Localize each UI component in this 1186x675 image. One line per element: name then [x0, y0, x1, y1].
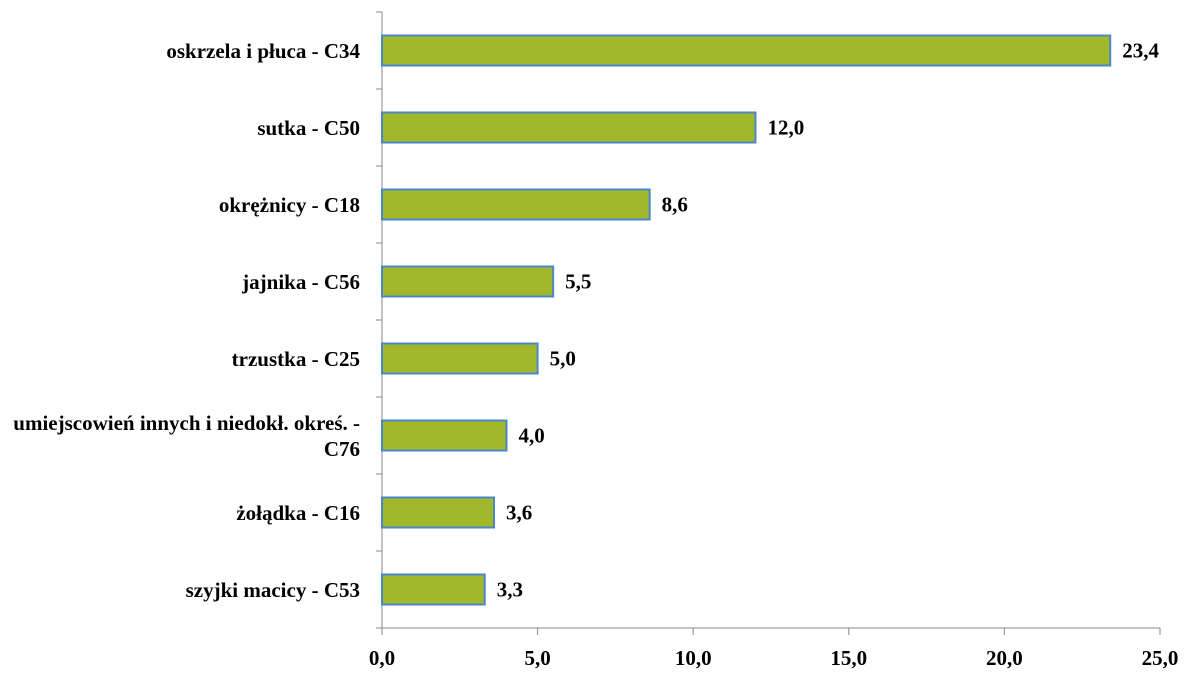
x-tick-label: 0,0: [369, 646, 395, 670]
x-tick-label: 20,0: [986, 646, 1023, 670]
x-tick-label: 15,0: [830, 646, 867, 670]
value-label: 4,0: [518, 423, 544, 447]
bar: [381, 111, 757, 144]
bar: [381, 342, 539, 375]
bar: [381, 265, 555, 298]
y-tick-label: umiejscowień innych i niedokł. okreś. - …: [13, 410, 360, 461]
x-tick-label: 10,0: [675, 646, 712, 670]
value-label: 12,0: [767, 115, 804, 139]
x-tick-label: 25,0: [1142, 646, 1179, 670]
value-label: 8,6: [662, 192, 688, 216]
bar: [381, 419, 508, 452]
bar: [381, 496, 496, 529]
value-label: 3,3: [497, 577, 523, 601]
y-tick-label: trzustka - C25: [231, 346, 360, 371]
bar: [381, 573, 486, 606]
y-tick-label: okrężnicy - C18: [218, 192, 360, 217]
y-tick-label: żołądka - C16: [236, 500, 360, 525]
y-tick-label: sutka - C50: [257, 115, 360, 140]
bar: [381, 34, 1112, 67]
value-label: 23,4: [1122, 38, 1159, 62]
bar: [381, 188, 651, 221]
y-tick-label: szyjki macicy - C53: [185, 577, 360, 602]
value-label: 5,5: [565, 269, 591, 293]
value-label: 3,6: [506, 500, 532, 524]
y-tick-label: oskrzela i płuca - C34: [166, 38, 360, 63]
x-tick-label: 5,0: [524, 646, 550, 670]
value-label: 5,0: [550, 346, 576, 370]
y-tick-label: jajnika - C56: [242, 269, 360, 294]
